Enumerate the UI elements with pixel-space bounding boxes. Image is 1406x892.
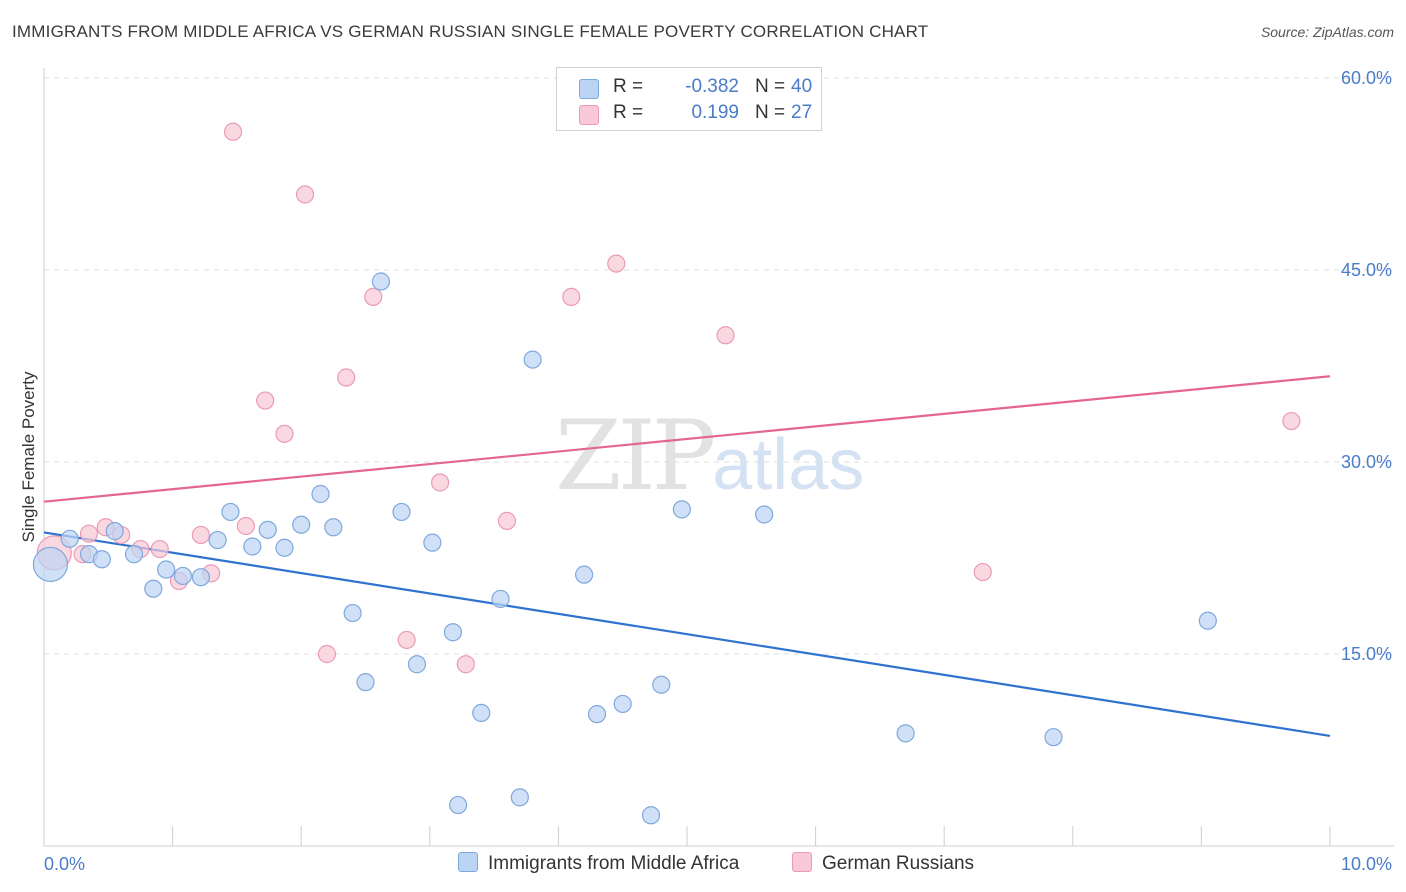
point-german-russians [716,326,735,345]
point-german-russians [295,185,315,204]
point-immigrants [613,694,632,714]
point-immigrants [124,545,144,564]
y-tick-label: 45.0% [1341,260,1392,280]
point-german-russians [397,630,416,650]
axes [43,68,1394,847]
y-tick-labels: 15.0% 30.0% 45.0% 60.0% [1341,68,1392,664]
point-immigrants [311,484,330,504]
legend-r-value: -0.382 [685,76,739,97]
point-german-russians [236,516,256,536]
point-german-russians [191,525,210,545]
point-immigrants [392,502,411,522]
point-immigrants [423,533,442,552]
bottom-legend-label: Immigrants from Middle Africa [488,853,740,874]
point-immigrants [672,500,691,519]
point-immigrants [896,724,915,743]
legend-swatch-pink [579,105,599,125]
x-tick-label: 10.0% [1341,854,1392,874]
point-immigrants [448,795,468,815]
watermark-atlas: atlas [712,425,865,505]
point-german-russians [317,644,337,664]
bottom-legend-swatch-pink [792,852,812,872]
point-immigrants [587,705,607,724]
point-immigrants [60,529,79,548]
y-axis-label: Single Female Poverty [19,371,38,543]
point-immigrants [32,546,69,583]
trend-line-immigrants [43,531,1331,738]
point-german-russians [430,473,450,492]
y-tick-label: 15.0% [1341,644,1392,664]
point-german-russians [1282,411,1301,431]
legend-swatch-blue [579,79,599,99]
trend-line-german-russians [43,375,1331,503]
watermark-zip: ZIP [555,400,716,512]
legend-r-label: R = [613,76,644,97]
point-immigrants [523,350,542,369]
point-german-russians [973,562,992,582]
source-label: Source: ZipAtlas.com [1260,24,1394,40]
point-immigrants [1044,728,1063,747]
bottom-legend-german-russians: German Russians [792,852,974,875]
legend-n-label: N = [755,76,786,97]
point-immigrants [652,675,671,694]
point-immigrants [575,565,594,584]
point-immigrants [641,806,661,825]
legend-r-label: R = [613,102,644,123]
point-immigrants [755,505,774,524]
point-german-russians [562,287,581,306]
point-immigrants [157,560,176,579]
point-immigrants [1198,611,1217,630]
point-immigrants [292,515,311,534]
point-german-russians [256,391,275,410]
legend-n-value: 27 [791,102,813,123]
trend-lines [43,375,1331,738]
point-german-russians [337,368,356,387]
point-immigrants [92,550,111,569]
bottom-legend-swatch-blue [458,852,478,872]
point-immigrants [144,579,163,598]
grid-lines [44,77,1394,655]
point-immigrants [208,530,227,550]
point-immigrants [105,522,124,541]
point-german-russians [79,524,99,543]
legend-n-label: N = [755,102,786,123]
point-immigrants [491,589,510,609]
point-immigrants [371,272,391,291]
bottom-legend-immigrants: Immigrants from Middle Africa [458,852,739,875]
data-points [32,122,1301,825]
point-german-russians [150,539,169,559]
watermark: ZIPatlas [555,400,864,512]
point-immigrants [356,673,375,692]
point-german-russians [497,511,517,530]
chart-title: IMMIGRANTS FROM MIDDLE AFRICA VS GERMAN … [12,22,929,41]
legend-n-value: 40 [791,76,813,97]
x-tick-marks [172,826,1331,846]
correlation-legend: R = -0.382 N = 40 R = 0.199 N = 27 [556,67,822,131]
point-german-russians [364,287,383,306]
legend-r-value: 0.199 [691,102,739,123]
point-german-russians [456,655,475,674]
point-german-russians [223,122,243,141]
point-immigrants [343,603,362,623]
y-tick-label: 30.0% [1341,452,1392,472]
point-immigrants [243,537,262,556]
point-immigrants [324,518,343,537]
bottom-legend-label: German Russians [822,853,975,874]
x-tick-labels: 0.0% 10.0% [44,854,1392,874]
point-immigrants [407,655,427,674]
point-immigrants [510,788,529,807]
point-immigrants [275,538,294,557]
point-immigrants [191,568,210,587]
point-german-russians [607,254,626,273]
point-immigrants [221,502,240,522]
point-immigrants [472,703,491,722]
y-tick-label: 60.0% [1341,68,1392,88]
point-german-russians [275,424,294,443]
point-immigrants [173,566,192,586]
x-tick-label: 0.0% [44,854,85,874]
point-immigrants [258,520,277,539]
point-immigrants [443,623,463,642]
